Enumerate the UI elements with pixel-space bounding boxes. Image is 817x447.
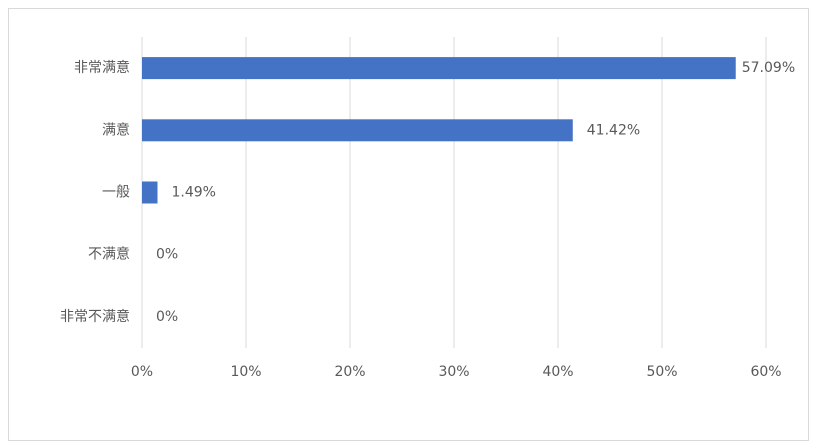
bar <box>142 181 158 204</box>
value-label: 0% <box>156 309 178 325</box>
y-tick-label: 不满意 <box>88 246 130 263</box>
x-tick-label: 20% <box>334 364 365 380</box>
x-tick-label: 30% <box>438 364 469 380</box>
bar <box>142 119 573 142</box>
y-tick-label: 一般 <box>102 185 130 201</box>
x-tick-label: 10% <box>230 364 261 380</box>
value-label: 41.42% <box>587 122 640 138</box>
y-tick-label: 满意 <box>102 121 130 138</box>
x-tick-label: 0% <box>131 364 153 380</box>
x-tick-label: 50% <box>646 364 677 380</box>
y-tick-label: 非常不满意 <box>60 308 130 325</box>
value-label: 1.49% <box>171 185 215 201</box>
bar <box>142 57 736 80</box>
value-label: 0% <box>156 247 178 263</box>
x-tick-label: 60% <box>750 364 781 380</box>
y-tick-label: 非常满意 <box>74 59 130 76</box>
x-tick-label: 40% <box>542 364 573 380</box>
value-label: 57.09% <box>742 60 795 76</box>
